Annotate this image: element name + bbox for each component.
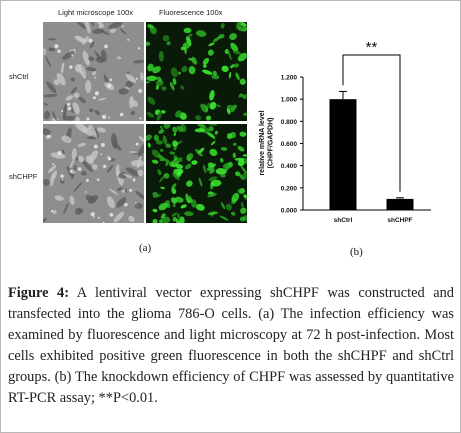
fluorescence-header: Fluorescence 100x [159, 8, 223, 17]
caption-text: A lentiviral vector expressing shCHPF wa… [8, 285, 454, 406]
y-axis-title-line: relative mRNA level [259, 110, 266, 175]
figure-label: Figure 4: [8, 285, 70, 301]
light-microscope-header: Light microscope 100x [58, 8, 134, 17]
row-label-shctrl: shCtrl [9, 72, 29, 81]
microscopy-panel: Light microscope 100x Fluorescence 100x … [6, 4, 256, 260]
y-tick-label: 1.200 [281, 75, 298, 82]
bar-chart-svg: 0.000 0.200 0.400 0.600 0.800 1.000 1.200 relat… [259, 39, 431, 224]
bar-chart: 0.000 0.200 0.400 0.600 0.800 1.000 1.200 relat… [255, 35, 455, 263]
significance-bracket [342, 54, 401, 192]
figure-caption: Figure 4: A lentiviral vector expressing… [8, 283, 454, 409]
y-tick-label: 0.000 [281, 208, 298, 215]
y-tick-label: 0.800 [281, 119, 298, 126]
light-image-shchpf [43, 124, 144, 223]
fluorescence-image-shctrl [146, 22, 247, 121]
fluorescence-image-shchpf [146, 124, 247, 223]
significance-marker: ** [366, 39, 378, 56]
x-tick-label: shCHPF [387, 217, 412, 224]
y-tick-label: 1.000 [281, 97, 298, 104]
bar-shchpf [386, 198, 414, 210]
y-axis-title: relative mRNA level (CHPF/GAPDH) [259, 110, 275, 175]
bar-shctrl [329, 99, 357, 210]
row-label-shchpf: shCHPF [9, 172, 38, 181]
panel-a-label: (a) [139, 242, 152, 254]
y-axis-title-line: (CHPF/GAPDH) [268, 118, 275, 169]
y-tick-label: 0.200 [281, 185, 298, 192]
light-image-shctrl [43, 22, 144, 121]
y-tick-label: 0.600 [281, 141, 298, 148]
panel-b-label: (b) [350, 246, 363, 258]
x-tick-label: shCtrl [334, 217, 353, 224]
y-tick-label: 0.400 [281, 163, 298, 170]
